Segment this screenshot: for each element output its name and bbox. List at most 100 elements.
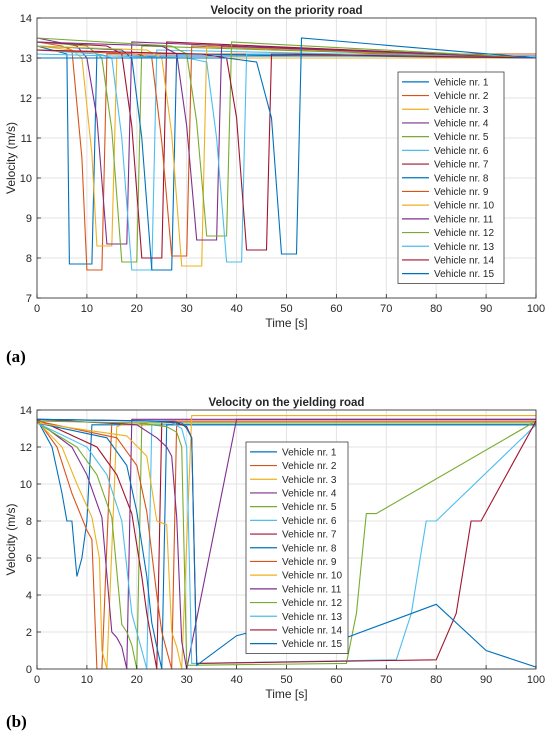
x-tick-label: 60 xyxy=(330,303,342,315)
series-line-5 xyxy=(37,422,536,669)
legend-entry-5: Vehicle nr. 5 xyxy=(434,132,489,143)
series-line-15 xyxy=(37,418,536,668)
series-line-8 xyxy=(37,422,536,669)
series-line-11 xyxy=(37,41,536,241)
y-tick-label: 14 xyxy=(20,13,32,25)
legend-entry-3: Vehicle nr. 3 xyxy=(434,105,489,116)
series-line-12 xyxy=(37,37,536,237)
legend-entry-2: Vehicle nr. 2 xyxy=(282,461,337,472)
y-tick-label: 11 xyxy=(21,133,32,145)
y-tick-label: 8 xyxy=(26,253,32,265)
legend-entry-14: Vehicle nr. 14 xyxy=(282,625,342,636)
chart-title: Velocity on the priority road xyxy=(210,5,362,17)
x-tick-label: 100 xyxy=(527,303,545,315)
y-tick-label: 7 xyxy=(26,293,32,305)
series-line-6 xyxy=(37,422,536,669)
x-tick-label: 70 xyxy=(380,674,392,686)
legend-entry-8: Vehicle nr. 8 xyxy=(282,543,337,554)
series-line-10 xyxy=(37,45,536,267)
legend-entry-13: Vehicle nr. 13 xyxy=(282,612,342,623)
legend-entry-15: Vehicle nr. 15 xyxy=(434,269,494,280)
legend-entry-6: Vehicle nr. 6 xyxy=(282,516,337,527)
series-line-13 xyxy=(37,53,536,263)
y-tick-label: 4 xyxy=(26,590,32,602)
x-tick-label: 10 xyxy=(81,674,93,686)
legend-entry-12: Vehicle nr. 12 xyxy=(282,598,342,609)
y-tick-label: 0 xyxy=(26,664,32,676)
y-tick-label: 10 xyxy=(20,479,32,491)
x-tick-label: 90 xyxy=(480,303,492,315)
legend-entry-4: Vehicle nr. 4 xyxy=(282,488,337,499)
x-tick-label: 30 xyxy=(181,303,193,315)
panel-label-a: (a) xyxy=(6,347,26,366)
legend-entry-10: Vehicle nr. 10 xyxy=(282,571,342,582)
series-line-4 xyxy=(37,418,536,669)
legend-entry-13: Vehicle nr. 13 xyxy=(434,242,494,253)
priority-road-chart: 0 10 20 30 40 50 60 70 80 90 100 7 8 9 10 11 12 13 14 Veloc… xyxy=(4,5,545,330)
series-line-15 xyxy=(37,37,536,255)
y-tick-label: 14 xyxy=(20,405,32,417)
y-tick-label: 2 xyxy=(26,627,32,639)
legend-entry-9: Vehicle nr. 9 xyxy=(434,187,489,198)
series-line-3 xyxy=(37,420,536,669)
series-line-8 xyxy=(37,45,536,271)
series-line-13 xyxy=(37,418,536,664)
x-tick-label: 20 xyxy=(131,674,143,686)
legend: Vehicle nr. 1 Vehicle nr. 2 Vehicle nr. 3 V… xyxy=(397,71,505,284)
y-tick-label: 13 xyxy=(20,53,32,65)
legend-entry-14: Vehicle nr. 14 xyxy=(434,255,494,266)
x-tick-label: 80 xyxy=(430,303,442,315)
x-tick-label: 20 xyxy=(131,303,143,315)
series-line-1 xyxy=(37,419,536,577)
x-axis-label: Time [s] xyxy=(265,316,307,330)
legend-entry-9: Vehicle nr. 9 xyxy=(282,557,337,568)
x-tick-label: 80 xyxy=(430,674,442,686)
legend-entry-3: Vehicle nr. 3 xyxy=(282,475,337,486)
y-tick-label: 10 xyxy=(20,173,32,185)
series-line-7 xyxy=(37,418,536,669)
x-axis-label: Time [s] xyxy=(265,687,307,701)
series-line-14 xyxy=(37,49,536,251)
legend-entry-2: Vehicle nr. 2 xyxy=(434,91,489,102)
x-tick-label: 60 xyxy=(330,674,342,686)
y-axis-label: Velocity (m/s) xyxy=(4,503,18,575)
legend-entry-10: Vehicle nr. 10 xyxy=(434,201,494,212)
series-line-7 xyxy=(37,41,536,259)
x-tick-label: 40 xyxy=(230,674,242,686)
y-tick-label: 12 xyxy=(20,93,32,105)
x-tick-label: 50 xyxy=(280,303,292,315)
series-line-10 xyxy=(37,415,536,669)
x-tick-label: 40 xyxy=(230,303,242,315)
x-tick-label: 0 xyxy=(34,303,40,315)
panel-label-b: (b) xyxy=(6,712,27,731)
legend: Vehicle nr. 1 Vehicle nr. 2 Vehicle nr. 3 V… xyxy=(245,441,349,654)
yielding-road-chart: 0 10 20 30 40 50 60 70 80 90 100 0 2 4 6 8 10 12 14 Velocit… xyxy=(4,397,545,701)
chart-title: Velocity on the yielding road xyxy=(209,397,365,409)
y-tick-label: 12 xyxy=(20,442,32,454)
series-line-6 xyxy=(37,49,536,271)
series-line-9 xyxy=(37,420,536,669)
legend-entry-4: Vehicle nr. 4 xyxy=(434,118,489,129)
y-tick-label: 9 xyxy=(26,213,32,225)
x-tick-label: 30 xyxy=(181,674,193,686)
legend-entry-6: Vehicle nr. 6 xyxy=(434,146,489,157)
legend-entry-8: Vehicle nr. 8 xyxy=(434,173,489,184)
legend-entry-12: Vehicle nr. 12 xyxy=(434,228,494,239)
legend-entry-11: Vehicle nr. 11 xyxy=(434,214,494,225)
x-tick-label: 70 xyxy=(380,303,392,315)
x-tick-label: 90 xyxy=(480,674,492,686)
legend-entry-1: Vehicle nr. 1 xyxy=(282,447,337,458)
legend-entry-15: Vehicle nr. 15 xyxy=(282,639,342,650)
y-tick-label: 8 xyxy=(26,516,32,528)
y-tick-label: 6 xyxy=(26,553,32,565)
x-tick-label: 10 xyxy=(81,303,93,315)
legend-entry-11: Vehicle nr. 11 xyxy=(282,584,342,595)
legend-entry-5: Vehicle nr. 5 xyxy=(282,502,337,513)
x-tick-label: 50 xyxy=(280,674,292,686)
legend-entry-1: Vehicle nr. 1 xyxy=(434,77,489,88)
legend-entry-7: Vehicle nr. 7 xyxy=(282,530,337,541)
legend-entry-7: Vehicle nr. 7 xyxy=(434,160,489,171)
x-tick-label: 100 xyxy=(527,674,545,686)
y-axis-label: Velocity (m/s) xyxy=(4,122,18,194)
x-tick-label: 0 xyxy=(34,674,40,686)
